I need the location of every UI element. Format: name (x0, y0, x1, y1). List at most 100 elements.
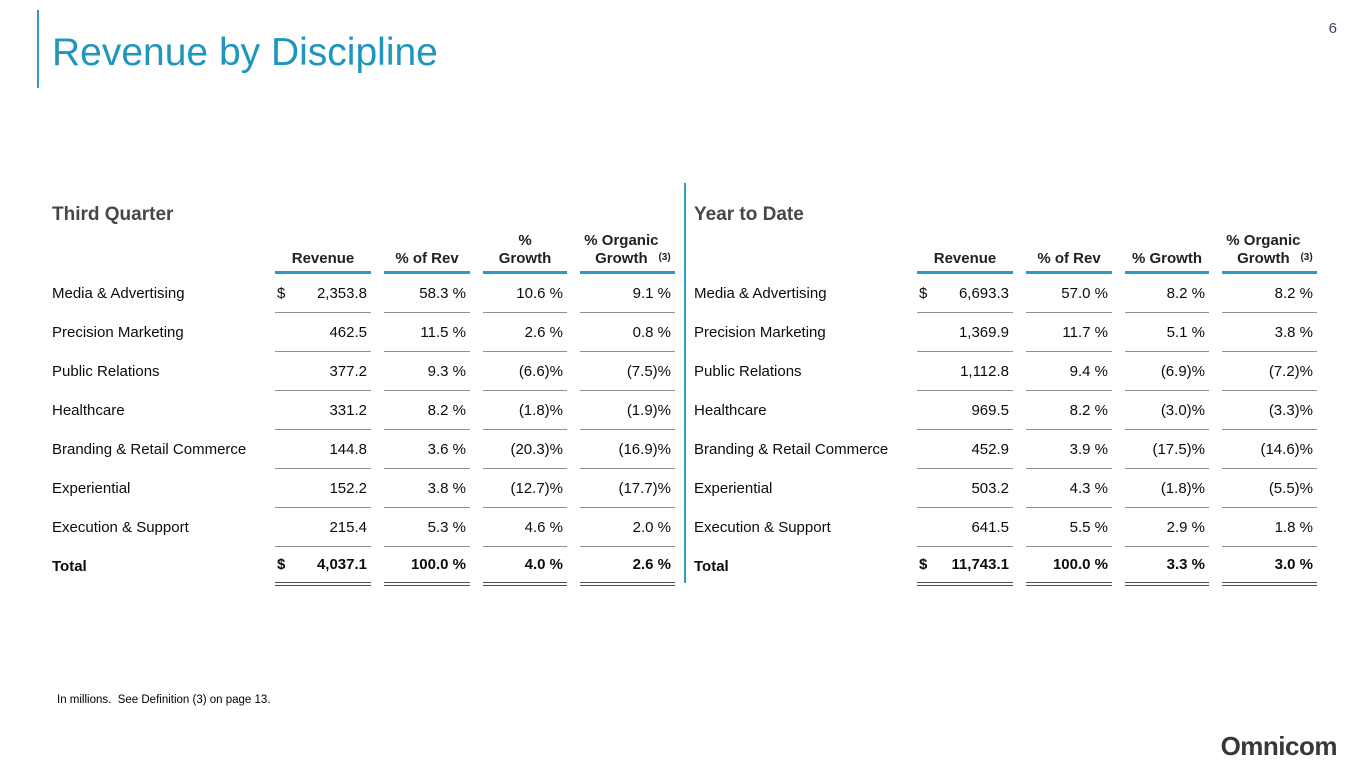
cell-growth: 2.9 % (1125, 508, 1209, 547)
cell-organic-growth: 0.8 % (580, 313, 675, 352)
cell-growth: 8.2 % (1125, 274, 1209, 313)
table-row: Experiential 503.2 4.3 % (1.8)% (5.5)% (694, 469, 1317, 508)
cell-revenue: $11,743.1 (917, 547, 1013, 586)
table-row: Media & Advertising $6,693.3 57.0 % 8.2 … (694, 274, 1317, 313)
cell-growth: (3.0)% (1125, 391, 1209, 430)
cell-pct-of-rev: 11.5 % (384, 313, 470, 352)
third-quarter-table: Third Quarter Revenue % of Rev % Growth … (52, 203, 675, 586)
currency-sign: $ (277, 556, 286, 573)
tables-divider (684, 183, 686, 583)
table-row: Media & Advertising $2,353.8 58.3 % 10.6… (52, 274, 675, 313)
table-row: Branding & Retail Commerce 452.9 3.9 % (… (694, 430, 1317, 469)
currency-sign: $ (919, 556, 928, 573)
cell-pct-of-rev: 100.0 % (1026, 547, 1112, 586)
revenue-value: 1,369.9 (958, 323, 1009, 341)
revenue-value: 4,037.1 (316, 556, 367, 573)
currency-sign: $ (277, 284, 286, 302)
cell-growth: 10.6 % (483, 274, 567, 313)
footnote-ref: (3) (658, 252, 671, 263)
cell-revenue: 452.9 (917, 430, 1013, 469)
table-row: Public Relations 377.2 9.3 % (6.6)% (7.5… (52, 352, 675, 391)
omnicom-logo: Omnicom (1220, 731, 1338, 761)
cell-pct-of-rev: 8.2 % (384, 391, 470, 430)
cell-growth: (1.8)% (483, 391, 567, 430)
revenue-value: 6,693.3 (958, 284, 1009, 302)
cell-pct-of-rev: 58.3 % (384, 274, 470, 313)
cell-revenue: 969.5 (917, 391, 1013, 430)
cell-organic-growth: 8.2 % (1222, 274, 1317, 313)
cell-organic-growth: 9.1 % (580, 274, 675, 313)
table-row: Execution & Support 215.4 5.3 % 4.6 % 2.… (52, 508, 675, 547)
revenue-value: 452.9 (971, 440, 1009, 458)
cell-organic-growth: (7.5)% (580, 352, 675, 391)
cell-revenue: 462.5 (275, 313, 371, 352)
cell-pct-of-rev: 57.0 % (1026, 274, 1112, 313)
revenue-value: 11,743.1 (951, 556, 1009, 573)
table-row: Healthcare 331.2 8.2 % (1.8)% (1.9)% (52, 391, 675, 430)
cell-pct-of-rev: 5.3 % (384, 508, 470, 547)
header-organic-growth: % Organic Growth (3) (1222, 227, 1317, 274)
cell-organic-growth: (16.9)% (580, 430, 675, 469)
table-header-row: Revenue % of Rev % Growth % Organic Grow… (52, 227, 675, 274)
cell-growth: (6.6)% (483, 352, 567, 391)
revenue-value: 462.5 (329, 323, 367, 341)
section-title-year-to-date: Year to Date (694, 204, 804, 225)
header-growth: % Growth (483, 227, 567, 274)
cell-pct-of-rev: 3.9 % (1026, 430, 1112, 469)
row-label: Media & Advertising (694, 285, 827, 302)
cell-pct-of-rev: 3.6 % (384, 430, 470, 469)
row-label: Total (694, 558, 729, 575)
revenue-value: 331.2 (329, 401, 367, 419)
cell-pct-of-rev: 100.0 % (384, 547, 470, 586)
cell-organic-growth: (3.3)% (1222, 391, 1317, 430)
footnote: In millions. See Definition (3) on page … (57, 694, 271, 706)
header-revenue: Revenue (275, 227, 371, 274)
table-row: Experiential 152.2 3.8 % (12.7)% (17.7)% (52, 469, 675, 508)
row-label: Precision Marketing (694, 324, 826, 341)
row-label: Branding & Retail Commerce (52, 441, 247, 458)
row-label: Public Relations (694, 363, 802, 380)
row-label: Public Relations (52, 363, 160, 380)
cell-revenue: 503.2 (917, 469, 1013, 508)
cell-growth: (6.9)% (1125, 352, 1209, 391)
revenue-value: 1,112.8 (960, 362, 1009, 380)
page-number: 6 (1328, 20, 1337, 37)
row-label: Execution & Support (52, 519, 189, 536)
title-accent-bar (37, 10, 39, 88)
cell-growth: 4.6 % (483, 508, 567, 547)
header-pct-of-rev: % of Rev (384, 227, 470, 274)
page-title: Revenue by Discipline (52, 31, 438, 74)
revenue-value: 144.8 (329, 440, 367, 458)
table-row: Total $4,037.1 100.0 % 4.0 % 2.6 % (52, 547, 675, 586)
cell-growth: (1.8)% (1125, 469, 1209, 508)
cell-organic-growth: 2.6 % (580, 547, 675, 586)
revenue-value: 641.5 (971, 518, 1009, 536)
row-label: Healthcare (694, 402, 767, 419)
cell-growth: 2.6 % (483, 313, 567, 352)
cell-organic-growth: (14.6)% (1222, 430, 1317, 469)
table-row: Precision Marketing 1,369.9 11.7 % 5.1 %… (694, 313, 1317, 352)
cell-organic-growth: (5.5)% (1222, 469, 1317, 508)
cell-pct-of-rev: 3.8 % (384, 469, 470, 508)
cell-growth: 5.1 % (1125, 313, 1209, 352)
table-row: Healthcare 969.5 8.2 % (3.0)% (3.3)% (694, 391, 1317, 430)
cell-pct-of-rev: 9.3 % (384, 352, 470, 391)
cell-pct-of-rev: 9.4 % (1026, 352, 1112, 391)
cell-pct-of-rev: 11.7 % (1026, 313, 1112, 352)
table-body: Media & Advertising $6,693.3 57.0 % 8.2 … (694, 274, 1317, 586)
cell-growth: (17.5)% (1125, 430, 1209, 469)
revenue-value: 969.5 (971, 401, 1009, 419)
row-label: Total (52, 558, 87, 575)
cell-revenue: 377.2 (275, 352, 371, 391)
row-label: Experiential (52, 480, 131, 497)
header-organic-growth: % Organic Growth (3) (580, 227, 675, 274)
revenue-value: 215.4 (329, 518, 367, 536)
cell-revenue: $6,693.3 (917, 274, 1013, 313)
header-growth: % Growth (1125, 227, 1209, 274)
revenue-value: 2,353.8 (316, 284, 367, 302)
cell-revenue: 215.4 (275, 508, 371, 547)
table-row: Branding & Retail Commerce 144.8 3.6 % (… (52, 430, 675, 469)
row-label: Healthcare (52, 402, 125, 419)
cell-growth: (20.3)% (483, 430, 567, 469)
